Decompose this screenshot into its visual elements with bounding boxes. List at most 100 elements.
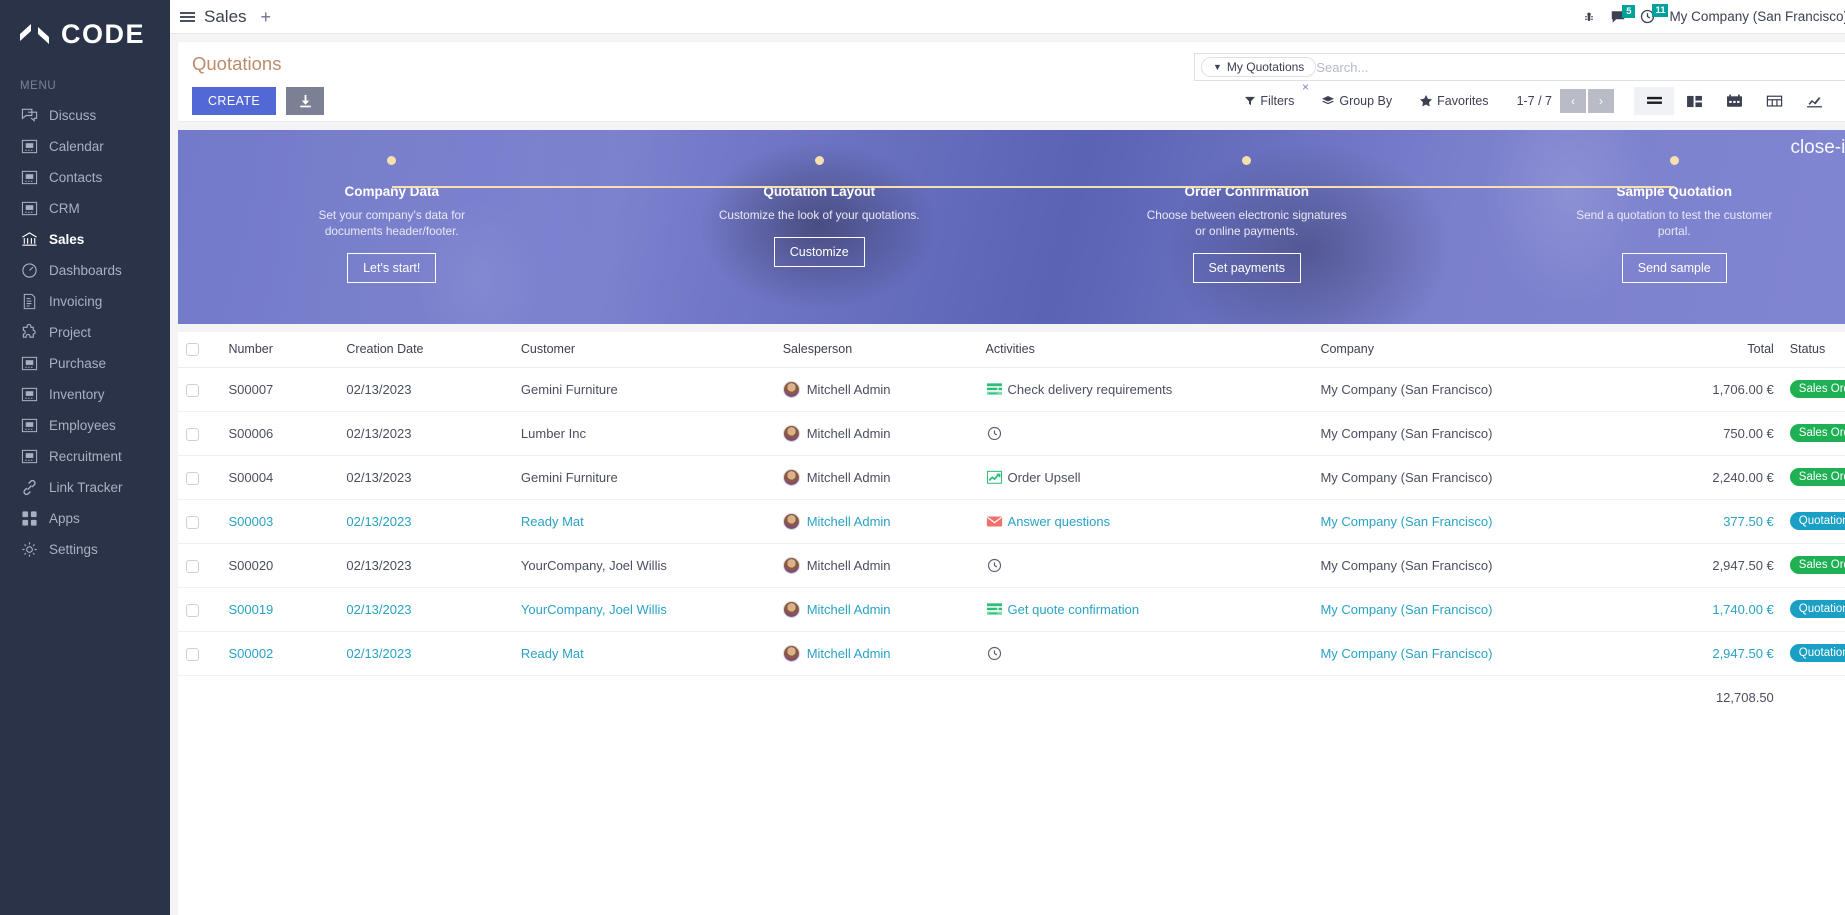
filters-dropdown[interactable]: Filters [1231, 94, 1308, 108]
sidebar-item-apps[interactable]: Apps [0, 503, 170, 534]
sidebar-item-calendar[interactable]: Calendar [0, 131, 170, 162]
sidebar-item-recruitment[interactable]: Recruitment [0, 441, 170, 472]
step-dot-icon [1242, 156, 1252, 165]
link-icon [21, 479, 38, 496]
row-select-cell [178, 499, 221, 544]
menu-section-label: MENU [20, 80, 57, 92]
sidebar-item-link-tracker[interactable]: Link Tracker [0, 472, 170, 503]
column-header-salesperson[interactable]: Salesperson [774, 332, 978, 368]
salesperson-avatar [782, 556, 800, 574]
discuss-icon [21, 107, 38, 124]
view-switcher-pivot[interactable] [1754, 87, 1794, 115]
clock-icon[interactable] [986, 557, 1003, 574]
cell-company: My Company (San Francisco) [1312, 367, 1664, 412]
salesperson-label: Mitchell Admin [806, 425, 891, 441]
table-foot: 12,708.50 [178, 674, 1845, 719]
column-header-creation-date[interactable]: Creation Date [338, 332, 513, 368]
apps-menu-toggle[interactable] [170, 15, 204, 18]
cell-total: 2,947.50 € [1663, 631, 1782, 676]
column-header-total[interactable]: Total [1663, 332, 1782, 368]
upload-import-button[interactable] [286, 87, 325, 115]
cell-number: S00019 [220, 587, 339, 632]
sidebar-item-crm[interactable]: CRM [0, 193, 170, 224]
row-checkbox[interactable] [186, 647, 199, 661]
column-header-customer[interactable]: Customer [512, 332, 775, 368]
upsell-chart-icon[interactable] [986, 469, 1003, 486]
cell-status: Quotation [1781, 631, 1845, 676]
email-icon[interactable] [986, 513, 1003, 530]
sidebar-item-inventory[interactable]: Inventory [0, 379, 170, 410]
messages-icon[interactable]: 5 [1610, 4, 1636, 24]
step-action-button[interactable]: Let's start! [347, 253, 437, 283]
sidebar-item-label: Link Tracker [49, 480, 123, 495]
table-row[interactable]: S00006 02/13/2023 Lumber Inc Mitchell Admin… [178, 411, 1845, 456]
search-input[interactable] [1254, 59, 1845, 75]
close-icon[interactable]: close-icon [1790, 137, 1845, 158]
step-action-button[interactable]: Customize [773, 237, 865, 267]
row-checkbox[interactable] [186, 383, 199, 397]
bug-icon[interactable] [1582, 10, 1596, 24]
activities-clock-icon[interactable]: 11 [1640, 4, 1669, 24]
table-row[interactable]: S00019 02/13/2023 YourCompany, Joel Willis… [178, 587, 1845, 632]
cell-total: 377.50 € [1663, 499, 1782, 544]
row-checkbox[interactable] [186, 603, 199, 617]
groupby-dropdown[interactable]: Group By [1308, 94, 1406, 108]
clock-icon[interactable] [986, 645, 1003, 662]
sidebar-item-invoicing[interactable]: Invoicing [0, 286, 170, 317]
table-row[interactable]: S00002 02/13/2023 Ready Mat Mitchell Admin M… [178, 631, 1845, 676]
new-tab-button[interactable]: + [260, 6, 272, 27]
step-action-button[interactable]: Set payments [1192, 253, 1301, 283]
sidebar-item-project[interactable]: Project [0, 317, 170, 348]
sidebar-item-purchase[interactable]: Purchase [0, 348, 170, 379]
row-checkbox[interactable] [186, 427, 199, 441]
sidebar-item-sales[interactable]: Sales [0, 224, 170, 255]
step-action-button[interactable]: Send sample [1621, 253, 1727, 283]
row-select-cell [178, 631, 221, 676]
sidebar-item-employees[interactable]: Employees [0, 410, 170, 441]
table-row[interactable]: S00007 02/13/2023 Gemini Furniture Mitchell… [178, 367, 1845, 412]
column-header-status[interactable]: Status [1781, 332, 1845, 368]
filters-label: Filters [1260, 94, 1295, 108]
view-switcher-graph[interactable] [1794, 87, 1834, 115]
cell-activities [977, 543, 1313, 588]
table-row[interactable]: S00003 02/13/2023 Ready Mat Mitchell Admin A… [178, 499, 1845, 544]
sidebar: CODE MENU Discuss Calendar Contacts CRM Sale… [0, 0, 170, 915]
sidebar-item-label: Dashboards [49, 263, 122, 278]
todo-list-icon[interactable] [986, 381, 1003, 398]
view-switcher-activity[interactable] [1834, 87, 1845, 115]
column-header-activities[interactable]: Activities [977, 332, 1313, 368]
quotations-table: Number Creation Date Customer Salesperso… [178, 332, 1845, 719]
view-switcher [1634, 87, 1845, 115]
brand-logo-area[interactable]: CODE [0, 0, 170, 68]
column-header-number[interactable]: Number [220, 332, 339, 368]
create-button[interactable]: CREATE [192, 87, 277, 115]
search-facet-remove[interactable]: × [1302, 80, 1310, 94]
clock-icon[interactable] [986, 425, 1003, 442]
search-box[interactable]: ▼ My Quotations [1194, 53, 1845, 81]
sidebar-item-settings[interactable]: Settings [0, 534, 170, 565]
column-header-company[interactable]: Company [1312, 332, 1664, 368]
current-app-name[interactable]: Sales [204, 6, 247, 26]
select-all-checkbox[interactable] [186, 343, 199, 357]
row-checkbox[interactable] [186, 559, 199, 573]
row-checkbox[interactable] [186, 471, 199, 485]
table-row[interactable]: S00004 02/13/2023 Gemini Furniture Mitchell… [178, 455, 1845, 500]
view-switcher-calendar[interactable] [1714, 87, 1754, 115]
step-dot-icon [387, 156, 397, 165]
search-area: ▼ My Quotations × [1194, 53, 1845, 94]
favorites-dropdown[interactable]: Favorites [1406, 94, 1502, 108]
salesperson-avatar [782, 468, 800, 486]
sidebar-item-contacts[interactable]: Contacts [0, 162, 170, 193]
todo-list-icon[interactable] [986, 601, 1003, 618]
table-row[interactable]: S00020 02/13/2023 YourCompany, Joel Willis… [178, 543, 1845, 588]
sidebar-item-label: Recruitment [49, 449, 122, 464]
pager-previous-button[interactable]: ‹ [1560, 89, 1586, 113]
company-switcher[interactable]: My Company (San Francisco) [1669, 9, 1845, 24]
view-switcher-list[interactable] [1634, 87, 1674, 115]
cell-total: 2,947.50 € [1663, 543, 1782, 588]
sidebar-item-discuss[interactable]: Discuss [0, 100, 170, 131]
pager-next-button[interactable]: › [1588, 89, 1614, 113]
view-switcher-kanban[interactable] [1674, 87, 1714, 115]
row-checkbox[interactable] [186, 515, 199, 529]
sidebar-item-dashboards[interactable]: Dashboards [0, 255, 170, 286]
